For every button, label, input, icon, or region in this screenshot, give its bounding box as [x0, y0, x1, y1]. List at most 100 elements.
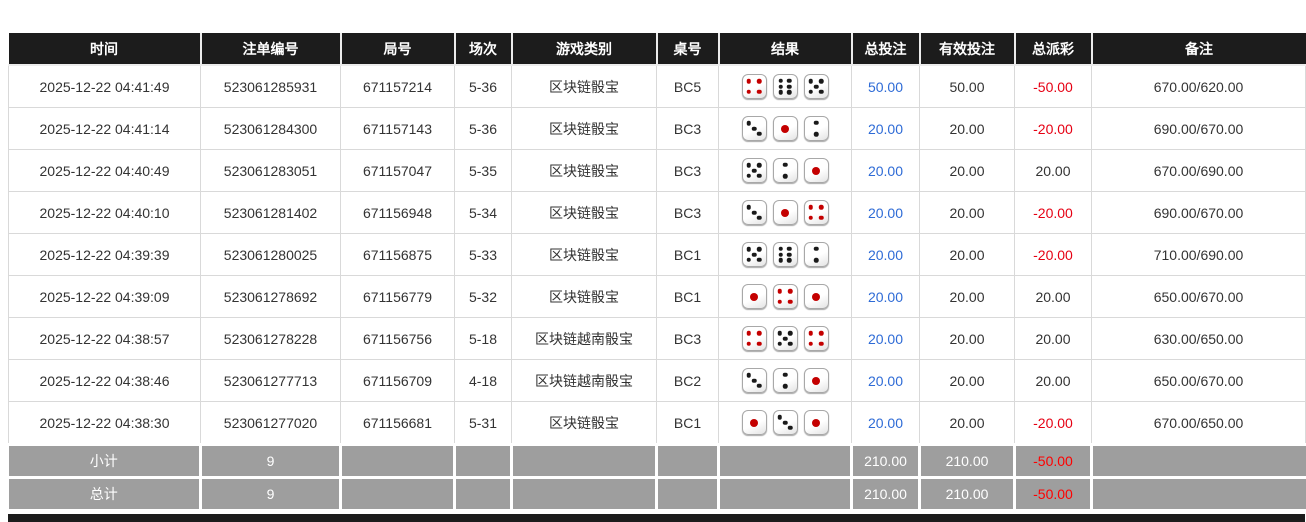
- cell-remark: 690.00/670.00: [1091, 191, 1306, 234]
- cell-round-id: 671157214: [340, 64, 455, 108]
- table-row: 2025-12-22 04:38:30 523061277020 671156681…: [8, 401, 1306, 445]
- cell-time: 2025-12-22 04:40:10: [8, 191, 201, 234]
- cell-time: 2025-12-22 04:39:09: [8, 275, 201, 318]
- cell-empty: [655, 476, 720, 512]
- cell-valid-bet: 20.00: [919, 191, 1015, 234]
- table-row: 2025-12-22 04:41:49 523061285931 671157214…: [8, 64, 1306, 108]
- cell-session: 5-34: [454, 191, 512, 234]
- cell-valid-bet: 20.00: [919, 107, 1015, 150]
- die-4-icon: [741, 326, 767, 351]
- table-row: 2025-12-22 04:39:09 523061278692 671156779…: [8, 275, 1306, 318]
- cell-result: [718, 233, 852, 276]
- cell-total-bet: 20.00: [851, 149, 920, 192]
- cell-game-type: 区块链骰宝: [511, 275, 657, 318]
- cell-session: 5-31: [454, 401, 512, 445]
- col-header-table_no: 桌号: [656, 33, 720, 66]
- cell-result: [718, 275, 852, 318]
- die-5-icon: [741, 242, 767, 267]
- cell-total-payout: 20.00: [1014, 317, 1092, 360]
- dice-result: [723, 410, 847, 435]
- cell-game-type: 区块链骰宝: [511, 64, 657, 108]
- cell-result: [718, 401, 852, 445]
- table-footer: 小计 9 210.00 210.00 -50.00 总计 9 210.00 210.00 -50.…: [8, 443, 1306, 512]
- cell-total-bet: 20.00: [851, 359, 920, 402]
- col-header-time: 时间: [8, 33, 202, 66]
- die-1-icon: [803, 410, 829, 435]
- cell-session: 5-36: [454, 107, 512, 150]
- cell-bet-id: 523061277020: [200, 401, 341, 445]
- cell-total-bet: 20.00: [851, 401, 920, 445]
- die-2-icon: [772, 368, 798, 393]
- cell-round-id: 671156779: [340, 275, 455, 318]
- col-header-remark: 备注: [1091, 33, 1306, 66]
- cell-total-bet: 20.00: [851, 233, 920, 276]
- die-3-icon: [772, 410, 798, 435]
- cell-summary-total-payout: -50.00: [1013, 476, 1093, 512]
- cell-total-bet: 20.00: [851, 275, 920, 318]
- die-1-icon: [741, 284, 767, 309]
- cell-table-no: BC3: [656, 107, 719, 150]
- cell-round-id: 671156948: [340, 191, 455, 234]
- col-header-round_id: 局号: [340, 33, 456, 66]
- cell-total-bet: 20.00: [851, 191, 920, 234]
- die-1-icon: [803, 158, 829, 183]
- cell-summary-label: 小计: [8, 443, 202, 479]
- die-1-icon: [741, 410, 767, 435]
- cell-bet-id: 523061283051: [200, 149, 341, 192]
- cell-table-no: BC3: [656, 191, 719, 234]
- col-header-valid_bet: 有效投注: [919, 33, 1016, 66]
- cell-empty: [510, 476, 658, 512]
- cell-round-id: 671157143: [340, 107, 455, 150]
- cell-remark: 670.00/650.00: [1091, 401, 1306, 445]
- cell-empty: [1090, 443, 1306, 479]
- cell-total-bet: 20.00: [851, 107, 920, 150]
- cell-total-payout: -50.00: [1014, 64, 1092, 108]
- cell-result: [718, 149, 852, 192]
- table-header-row: 时间 注单编号 局号 场次 游戏类别 桌号 结果 总投注 有效投注 总派彩 备注: [8, 33, 1306, 66]
- die-3-icon: [741, 200, 767, 225]
- die-5-icon: [803, 74, 829, 99]
- cell-valid-bet: 20.00: [919, 401, 1015, 445]
- die-1-icon: [803, 284, 829, 309]
- cell-valid-bet: 20.00: [919, 359, 1015, 402]
- cell-empty: [510, 443, 658, 479]
- col-header-session: 场次: [454, 33, 513, 66]
- cell-game-type: 区块链越南骰宝: [511, 359, 657, 402]
- cell-bet-id: 523061278692: [200, 275, 341, 318]
- table-row: 2025-12-22 04:40:10 523061281402 671156948…: [8, 191, 1306, 234]
- cell-round-id: 671156681: [340, 401, 455, 445]
- bet-records-panel: 时间 注单编号 局号 场次 游戏类别 桌号 结果 总投注 有效投注 总派彩 备注 2025-12-2…: [8, 33, 1306, 512]
- cell-remark: 710.00/690.00: [1091, 233, 1306, 276]
- cell-remark: 690.00/670.00: [1091, 107, 1306, 150]
- cell-session: 5-18: [454, 317, 512, 360]
- cell-time: 2025-12-22 04:41:49: [8, 64, 201, 108]
- cell-table-no: BC5: [656, 64, 719, 108]
- die-1-icon: [772, 116, 798, 141]
- cell-remark: 670.00/690.00: [1091, 149, 1306, 192]
- die-5-icon: [741, 158, 767, 183]
- cell-total-bet: 50.00: [851, 64, 920, 108]
- cell-valid-bet: 20.00: [919, 275, 1015, 318]
- dice-result: [723, 284, 847, 309]
- subtotal-row: 小计 9 210.00 210.00 -50.00: [8, 443, 1306, 479]
- cell-total-payout: 20.00: [1014, 149, 1092, 192]
- cell-game-type: 区块链骰宝: [511, 149, 657, 192]
- cell-session: 5-33: [454, 233, 512, 276]
- cell-table-no: BC1: [656, 233, 719, 276]
- cell-session: 5-35: [454, 149, 512, 192]
- dice-result: [723, 200, 847, 225]
- cell-time: 2025-12-22 04:40:49: [8, 149, 201, 192]
- cell-bet-id: 523061278228: [200, 317, 341, 360]
- cell-remark: 650.00/670.00: [1091, 275, 1306, 318]
- table-row: 2025-12-22 04:41:14 523061284300 671157143…: [8, 107, 1306, 150]
- cell-round-id: 671156709: [340, 359, 455, 402]
- table-row: 2025-12-22 04:39:39 523061280025 671156875…: [8, 233, 1306, 276]
- cell-summary-count: 9: [199, 443, 342, 479]
- cell-summary-total-bet: 210.00: [850, 443, 921, 479]
- cell-game-type: 区块链越南骰宝: [511, 317, 657, 360]
- cell-valid-bet: 50.00: [919, 64, 1015, 108]
- table-row: 2025-12-22 04:38:57 523061278228 671156756…: [8, 317, 1306, 360]
- cell-empty: [1090, 476, 1306, 512]
- cell-bet-id: 523061281402: [200, 191, 341, 234]
- dice-result: [723, 368, 847, 393]
